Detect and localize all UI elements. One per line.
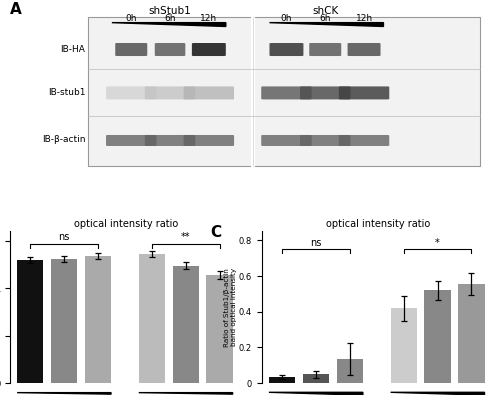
Text: ns: ns (58, 232, 70, 242)
FancyBboxPatch shape (106, 87, 156, 100)
Text: C: C (210, 225, 222, 240)
FancyBboxPatch shape (261, 87, 312, 100)
Text: ns: ns (310, 238, 322, 248)
FancyBboxPatch shape (184, 87, 234, 100)
Text: 0h: 0h (280, 15, 292, 23)
Bar (269, 377, 295, 383)
FancyBboxPatch shape (261, 135, 312, 146)
Polygon shape (390, 392, 484, 395)
FancyBboxPatch shape (106, 135, 156, 146)
FancyBboxPatch shape (145, 87, 196, 100)
Bar (88, 17, 480, 166)
Y-axis label: Ratio of Stub1/β-actin
band optical intensity: Ratio of Stub1/β-actin band optical inte… (224, 268, 237, 347)
Bar (424, 290, 450, 383)
FancyBboxPatch shape (115, 43, 148, 56)
FancyBboxPatch shape (348, 43, 380, 56)
Text: IB-stub1: IB-stub1 (48, 88, 85, 97)
Text: 6h: 6h (164, 15, 176, 23)
Bar (336, 359, 363, 383)
Polygon shape (139, 393, 232, 394)
Bar (139, 254, 165, 383)
Text: **: ** (181, 232, 190, 242)
Text: A: A (10, 2, 22, 17)
Text: shStub1: shStub1 (148, 6, 192, 17)
FancyBboxPatch shape (184, 135, 234, 146)
Text: shCK: shCK (312, 6, 338, 17)
Polygon shape (17, 393, 111, 394)
FancyBboxPatch shape (300, 135, 350, 146)
Title: optical intensity ratio: optical intensity ratio (74, 219, 178, 229)
FancyBboxPatch shape (192, 43, 226, 56)
FancyBboxPatch shape (339, 87, 390, 100)
Text: IB-β-actin: IB-β-actin (42, 135, 85, 145)
FancyBboxPatch shape (339, 135, 390, 146)
Bar (51, 259, 77, 383)
Bar (302, 374, 329, 383)
FancyBboxPatch shape (270, 43, 304, 56)
Text: 12h: 12h (200, 15, 218, 23)
Bar (458, 284, 484, 383)
FancyBboxPatch shape (155, 43, 186, 56)
Text: 0h: 0h (126, 15, 137, 23)
Polygon shape (269, 392, 363, 395)
Text: *: * (435, 238, 440, 248)
Bar (172, 265, 199, 383)
Text: IB-HA: IB-HA (60, 45, 85, 53)
Text: 12h: 12h (356, 15, 372, 23)
Title: optical intensity ratio: optical intensity ratio (326, 219, 430, 229)
Polygon shape (270, 23, 384, 26)
Polygon shape (112, 23, 226, 26)
FancyBboxPatch shape (309, 43, 342, 56)
Bar (84, 256, 111, 383)
Bar (390, 308, 417, 383)
FancyBboxPatch shape (145, 135, 196, 146)
Bar (17, 260, 44, 383)
FancyBboxPatch shape (300, 87, 350, 100)
Text: 6h: 6h (320, 15, 331, 23)
Bar (206, 275, 233, 383)
